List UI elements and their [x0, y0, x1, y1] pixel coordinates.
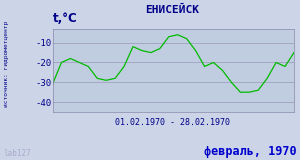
- Text: t,°C: t,°C: [52, 12, 77, 25]
- Text: 01.02.1970 - 28.02.1970: 01.02.1970 - 28.02.1970: [115, 118, 230, 127]
- Text: февраль, 1970: февраль, 1970: [204, 145, 297, 158]
- Text: lab127: lab127: [3, 149, 31, 158]
- Text: ЕНИСЕЙСК: ЕНИСЕЙСК: [146, 5, 200, 15]
- Text: источник: гидрометцентр: источник: гидрометцентр: [4, 21, 9, 107]
